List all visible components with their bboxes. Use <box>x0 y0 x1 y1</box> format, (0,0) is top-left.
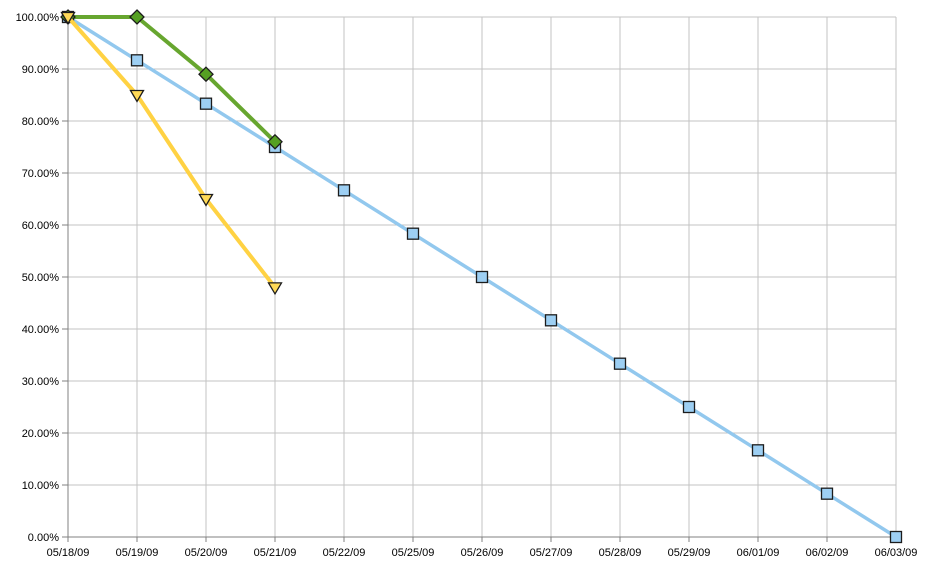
x-axis-tick-label: 05/20/09 <box>185 547 228 559</box>
x-axis-tick-label: 05/26/09 <box>461 547 504 559</box>
y-axis-tick-label: 30.00% <box>22 376 60 388</box>
axes <box>62 16 897 542</box>
marker-square <box>751 444 765 457</box>
marker-square <box>889 530 903 544</box>
x-axis-tick-label: 05/21/09 <box>254 547 297 559</box>
series-yellow-triangles <box>60 11 283 296</box>
series-line-green-diamonds <box>66 15 277 144</box>
series-line-yellow-triangles <box>66 15 277 290</box>
marker-square <box>130 54 144 67</box>
marker-diamond <box>129 9 145 25</box>
x-axis-tick-label: 05/27/09 <box>530 547 573 559</box>
y-axis-tick-label: 90.00% <box>22 64 60 76</box>
y-axis-tick-label: 20.00% <box>22 428 60 440</box>
marker-diamond <box>198 66 214 83</box>
marker-triangle-down <box>60 11 76 25</box>
marker-square <box>820 487 834 500</box>
x-axis-tick-label: 05/25/09 <box>392 547 435 559</box>
marker-triangle-down <box>129 89 145 103</box>
marker-triangle-down <box>198 193 214 207</box>
x-axis-tick-label: 06/02/09 <box>806 547 849 559</box>
x-axis-tick-label: 05/28/09 <box>599 547 642 559</box>
y-axis-tick-label: 0.00% <box>28 532 59 544</box>
x-axis-tick-label: 06/03/09 <box>875 547 918 559</box>
x-axis-tick-label: 06/01/09 <box>737 547 780 559</box>
y-axis-tick-label: 60.00% <box>22 220 60 232</box>
marker-square <box>406 227 420 240</box>
marker-square <box>613 357 627 370</box>
y-axis-tick-label: 40.00% <box>22 324 60 336</box>
axis-labels: 0.00% 10.00% 20.00% 30.00% 40.00% 50.00% 60.00… <box>16 12 918 559</box>
marker-square <box>199 97 213 110</box>
x-axis-tick-label: 05/19/09 <box>116 547 159 559</box>
marker-square <box>682 400 696 414</box>
x-axis-tick-label: 05/22/09 <box>323 547 366 559</box>
marker-diamond <box>267 133 283 150</box>
marker-square <box>337 184 351 197</box>
x-axis-tick-label: 05/18/09 <box>47 547 90 559</box>
x-axis-tick-label: 05/29/09 <box>668 547 711 559</box>
marker-triangle-down <box>267 282 283 296</box>
y-axis-tick-label: 10.00% <box>22 480 60 492</box>
marker-square <box>544 314 558 327</box>
y-axis-tick-label: 100.00% <box>16 12 60 24</box>
marker-square <box>475 270 489 284</box>
y-axis-tick-label: 70.00% <box>22 168 60 180</box>
series-green-diamonds <box>60 9 283 150</box>
y-axis-tick-label: 80.00% <box>22 116 60 128</box>
y-axis-tick-label: 50.00% <box>22 272 60 284</box>
